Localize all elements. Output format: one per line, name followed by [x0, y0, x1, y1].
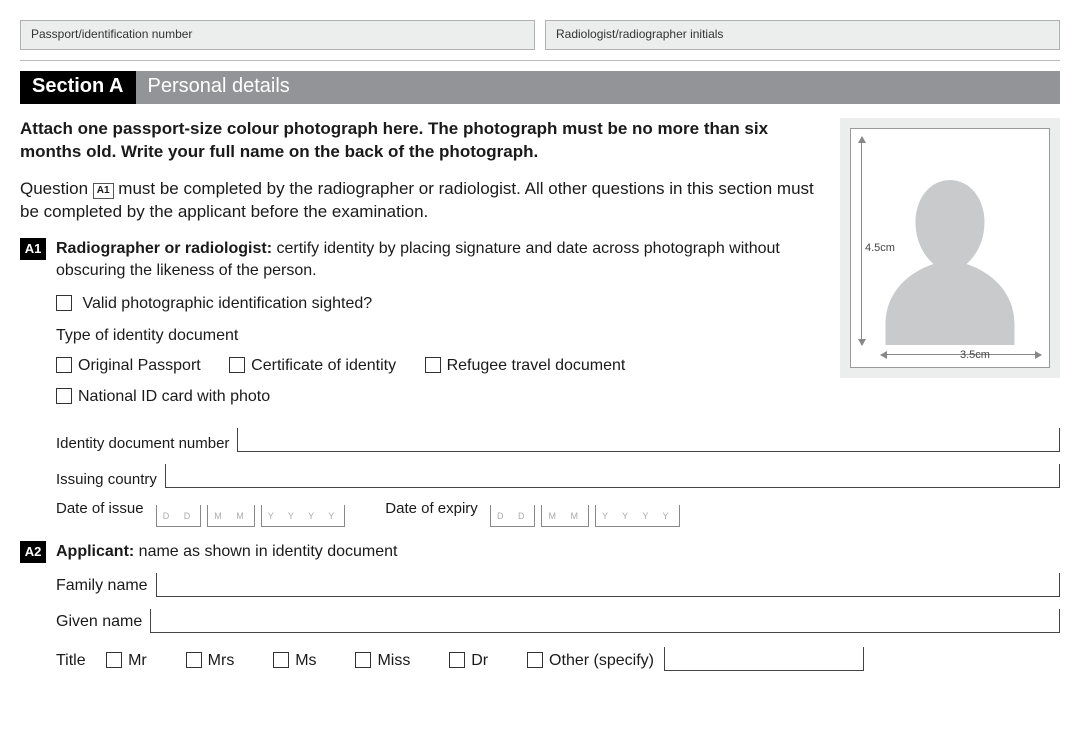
date-cell[interactable]: Y Y Y Y — [261, 505, 346, 527]
date-cell[interactable]: D D — [490, 505, 536, 527]
label-valid-id: Valid photographic identification sighte… — [82, 295, 372, 312]
passport-number-box[interactable]: Passport/identification number — [20, 20, 535, 50]
label-issuing-country: Issuing country — [56, 471, 157, 488]
field-date-issue[interactable]: D D M M Y Y Y Y — [156, 505, 346, 527]
opt-title-ms: Ms — [295, 652, 316, 669]
date-cell[interactable]: Y Y Y Y — [595, 505, 680, 527]
opt-national-id: National ID card with photo — [78, 388, 270, 405]
checkbox-title-mr[interactable] — [106, 652, 122, 668]
opt-original-passport: Original Passport — [78, 357, 201, 374]
field-given-name[interactable] — [150, 609, 1060, 633]
opt-title-miss: Miss — [377, 652, 410, 669]
label-type-doc: Type of identity document — [56, 325, 824, 347]
field-title-other[interactable] — [664, 647, 864, 671]
section-title: Personal details — [136, 71, 1061, 104]
question-number-a1: A1 — [20, 238, 46, 260]
opt-title-mr: Mr — [128, 652, 147, 669]
field-date-expiry[interactable]: D D M M Y Y Y Y — [490, 505, 680, 527]
intro-post: must be completed by the radiographer or… — [20, 179, 814, 221]
divider — [20, 60, 1060, 61]
checkbox-title-miss[interactable] — [355, 652, 371, 668]
checkbox-title-other[interactable] — [527, 652, 543, 668]
checkbox-national-id[interactable] — [56, 388, 72, 404]
checkbox-original-passport[interactable] — [56, 357, 72, 373]
date-cell[interactable]: D D — [156, 505, 202, 527]
checkbox-valid-id[interactable] — [56, 295, 72, 311]
opt-refugee-doc: Refugee travel document — [447, 357, 626, 374]
label-family-name: Family name — [56, 575, 148, 597]
a2-lead-rest: name as shown in identity document — [134, 543, 397, 560]
intro-bold: Attach one passport-size colour photogra… — [20, 119, 768, 161]
question-marker-a1: A1 — [93, 183, 114, 199]
section-header: Section A Personal details — [20, 71, 1060, 104]
field-family-name[interactable] — [156, 573, 1060, 597]
field-doc-number[interactable] — [237, 428, 1060, 452]
label-date-issue: Date of issue — [56, 500, 144, 517]
opt-title-other: Other (specify) — [549, 652, 654, 669]
checkbox-refugee-doc[interactable] — [425, 357, 441, 373]
question-number-a2: A2 — [20, 541, 46, 563]
a2-lead-bold: Applicant: — [56, 543, 134, 560]
silhouette-icon — [875, 165, 1025, 345]
field-issuing-country[interactable] — [165, 464, 1060, 488]
label-title: Title — [56, 652, 86, 669]
checkbox-title-ms[interactable] — [273, 652, 289, 668]
date-cell[interactable]: M M — [207, 505, 255, 527]
opt-title-dr: Dr — [471, 652, 488, 669]
checkbox-title-mrs[interactable] — [186, 652, 202, 668]
arrow-vertical-icon — [861, 137, 862, 345]
label-date-expiry: Date of expiry — [385, 500, 478, 517]
label-given-name: Given name — [56, 611, 142, 633]
header-fields-row: Passport/identification number Radiologi… — [20, 20, 1060, 50]
section-letter: Section A — [20, 71, 136, 104]
opt-title-mrs: Mrs — [208, 652, 235, 669]
a1-lead-bold: Radiographer or radiologist: — [56, 240, 272, 257]
intro-pre: Question — [20, 179, 93, 198]
photo-width-label: 3.5cm — [960, 349, 990, 361]
radiologist-initials-box[interactable]: Radiologist/radiographer initials — [545, 20, 1060, 50]
checkbox-certificate-identity[interactable] — [229, 357, 245, 373]
intro-block: Attach one passport-size colour photogra… — [20, 118, 824, 416]
date-cell[interactable]: M M — [541, 505, 589, 527]
checkbox-title-dr[interactable] — [449, 652, 465, 668]
photo-placeholder: ⌇ 4.5cm 3.5cm — [840, 118, 1060, 378]
label-doc-number: Identity document number — [56, 435, 229, 452]
opt-certificate-identity: Certificate of identity — [251, 357, 396, 374]
